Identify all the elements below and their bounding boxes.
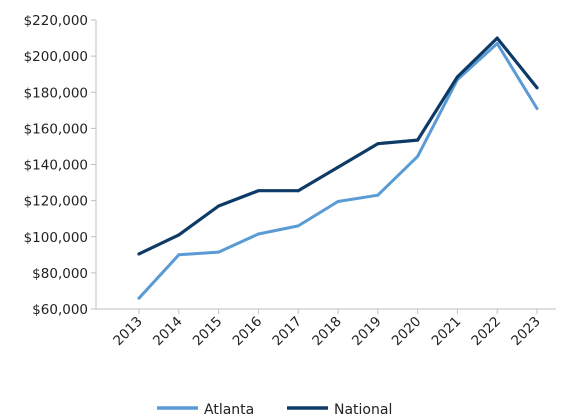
data-point-national <box>336 165 340 169</box>
y-tick-label: $160,000 <box>24 121 88 137</box>
data-point-national <box>177 233 181 237</box>
x-tick-label: 2017 <box>269 314 305 350</box>
data-point-atlanta <box>256 232 260 236</box>
data-point-atlanta <box>495 41 499 45</box>
data-point-national <box>455 75 459 79</box>
data-point-atlanta <box>416 154 420 158</box>
x-tick-label: 2015 <box>190 314 226 350</box>
y-tick-label: $220,000 <box>24 13 88 29</box>
data-point-national <box>137 252 141 256</box>
data-point-atlanta <box>535 107 539 111</box>
series-line-national <box>137 36 539 256</box>
legend-label-atlanta: Atlanta <box>204 402 254 418</box>
x-tick-label: 2014 <box>150 314 186 350</box>
y-tick-label: $60,000 <box>32 302 88 318</box>
x-tick-label: 2023 <box>508 314 544 350</box>
data-point-national <box>416 138 420 142</box>
x-tick-label: 2021 <box>429 314 465 350</box>
data-point-atlanta <box>137 296 141 300</box>
series-lines <box>137 36 539 300</box>
x-tick-label: 2020 <box>389 314 425 350</box>
data-point-atlanta <box>376 193 380 197</box>
y-tick-label: $140,000 <box>24 158 88 174</box>
y-tick-label: $200,000 <box>24 49 88 65</box>
legend-label-national: National <box>334 402 392 418</box>
y-tick-label: $180,000 <box>24 85 88 101</box>
legend: Atlanta National <box>157 402 392 418</box>
data-point-national <box>376 142 380 146</box>
x-tick-label: 2013 <box>110 314 146 350</box>
y-axis-ticks: $60,000 $80,000 $100,000 $120,000 $140,000 $1… <box>24 13 96 318</box>
x-tick-label: 2019 <box>349 314 385 350</box>
y-tick-label: $80,000 <box>32 266 88 282</box>
data-point-national <box>217 204 221 208</box>
data-point-atlanta <box>336 200 340 204</box>
data-point-atlanta <box>217 250 221 254</box>
x-tick-label: 2018 <box>309 314 345 350</box>
x-tick-label: 2016 <box>230 314 266 350</box>
data-point-national <box>256 189 260 193</box>
data-point-atlanta <box>296 224 300 228</box>
data-point-national <box>535 86 539 90</box>
series-line-atlanta <box>137 42 539 300</box>
y-tick-label: $100,000 <box>24 230 88 246</box>
data-point-national <box>495 36 499 40</box>
data-point-national <box>296 189 300 193</box>
x-tick-label: 2022 <box>468 314 504 350</box>
x-axis-ticks: 2013 2014 2015 2016 2017 2018 2019 2020 2021 2022… <box>110 309 544 349</box>
data-point-atlanta <box>177 253 181 257</box>
y-tick-label: $120,000 <box>24 194 88 210</box>
